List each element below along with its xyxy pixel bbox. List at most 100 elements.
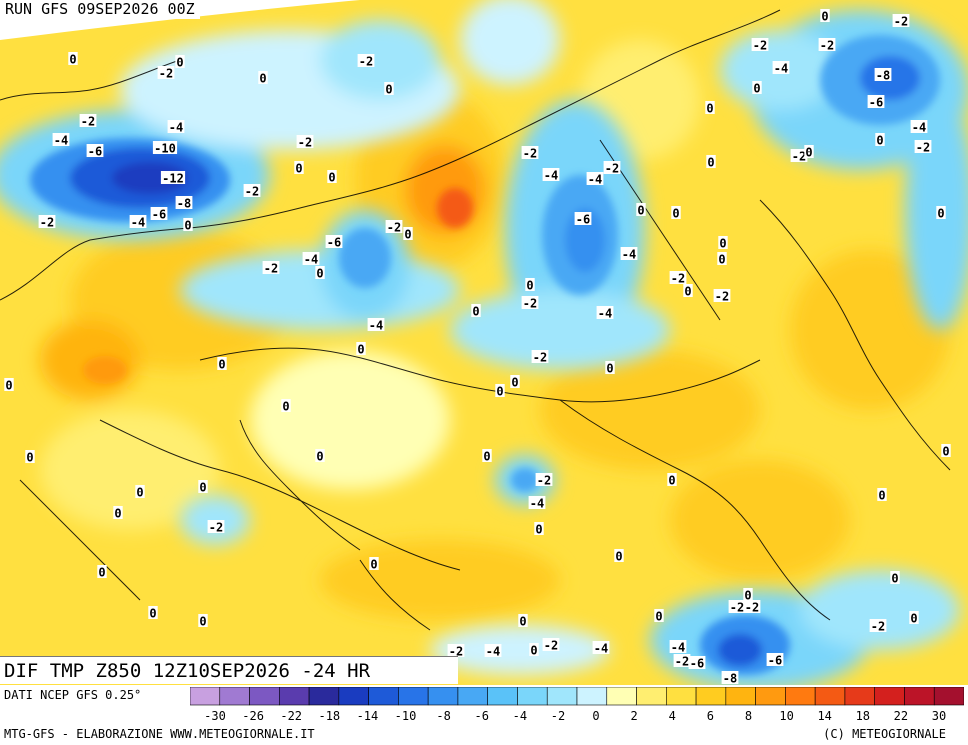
isotherm-label-bg (157, 66, 175, 79)
isotherm-label-bg (534, 522, 544, 535)
isotherm-label-bg (113, 506, 123, 519)
isotherm-label: -2 (298, 136, 312, 150)
isotherm-label: 0 (821, 10, 828, 24)
isotherm-label-bg (385, 220, 403, 233)
isotherm-label-bg (258, 71, 268, 84)
legend-tick-label: 18 (856, 709, 870, 723)
isotherm-label-bg (671, 206, 681, 219)
isotherm-label-bg (743, 588, 753, 601)
legend-color-box (904, 687, 935, 706)
legend-tick-label: -8 (436, 709, 450, 723)
isotherm-label-bg (315, 266, 325, 279)
isotherm-label: -2 (820, 39, 834, 53)
isotherm-label-bg (654, 609, 664, 622)
isotherm-label-bg (129, 215, 147, 228)
isotherm-labels: 0-200-20-2 -4-4-6 -10-12-8-6-4-2 0-2-200-2 0… (4, 9, 951, 686)
isotherm-label-bg (79, 114, 97, 127)
isotherm-label-bg (510, 375, 520, 388)
isotherm-label: 0 (98, 566, 105, 580)
isotherm-label-bg (296, 135, 314, 148)
legend-color-box (725, 687, 756, 706)
legend-color-box (368, 687, 399, 706)
isotherm-label-bg (713, 289, 731, 302)
isotherm-label-bg (535, 473, 553, 486)
isotherm-label: 0 (805, 146, 812, 160)
isotherm-label-bg (636, 203, 646, 216)
legend-color-box (755, 687, 786, 706)
isotherm-label: -6 (576, 213, 590, 227)
isotherm-label: -2 (81, 115, 95, 129)
isotherm-label-bg (542, 638, 560, 651)
isotherm-label: -6 (869, 96, 883, 110)
isotherm-label: 0 (719, 237, 726, 251)
legend-color-box (427, 687, 459, 706)
isotherm-label-bg (592, 641, 610, 654)
legend-tick-label: -14 (357, 709, 379, 723)
isotherm-label-bg (804, 145, 814, 158)
isotherm-label: -2 (605, 162, 619, 176)
isotherm-label: -4 (486, 645, 500, 659)
isotherm-label: -4 (588, 173, 602, 187)
isotherm-label: -2 (671, 272, 685, 286)
isotherm-label: 0 (519, 615, 526, 629)
isotherm-label: 0 (218, 358, 225, 372)
isotherm-label: -2 (40, 216, 54, 230)
isotherm-label: 0 (316, 450, 323, 464)
isotherm-label: -8 (723, 672, 737, 686)
isotherm-label: 0 (316, 267, 323, 281)
isotherm-label: -2 (894, 15, 908, 29)
legend-tick-label: 14 (817, 709, 831, 723)
data-source-label: DATI NCEP GFS 0.25° (4, 688, 142, 702)
isotherm-label: 0 (706, 102, 713, 116)
isotherm-label: -8 (876, 69, 890, 83)
isotherm-label-bg (294, 161, 304, 174)
legend-color-box (398, 687, 429, 706)
isotherm-label-bg (820, 9, 830, 22)
run-title: RUN GFS 09SEP2026 00Z (3, 0, 200, 19)
isotherm-label-bg (367, 318, 385, 331)
legend-color-box (546, 687, 578, 706)
isotherm-label-bg (198, 614, 208, 627)
footer-bar: DATI NCEP GFS 0.25° -30 -26 -22 -18 -14 -10 -8… (0, 685, 968, 745)
isotherm-label-bg (484, 644, 502, 657)
isotherm-label-bg (518, 614, 528, 627)
isotherm-label: -2 (715, 290, 729, 304)
legend-color-box (814, 687, 846, 706)
isotherm-label-bg (207, 520, 225, 533)
isotherm-label: 0 (878, 489, 885, 503)
isotherm-label: 0 (707, 156, 714, 170)
isotherm-label: 0 (282, 400, 289, 414)
isotherm-label: -2 (245, 185, 259, 199)
legend-color-box (487, 687, 518, 706)
isotherm-label: -2 (730, 601, 744, 615)
isotherm-label: 0 (357, 343, 364, 357)
isotherm-label-bg (673, 654, 691, 667)
isotherm-label-bg (175, 55, 185, 68)
isotherm-label: 0 (370, 558, 377, 572)
isotherm-label-bg (148, 606, 158, 619)
isotherm-label-bg (262, 261, 280, 274)
isotherm-label: -2 (159, 67, 173, 81)
isotherm-label: 0 (69, 53, 76, 67)
isotherm-label-bg (743, 600, 761, 613)
isotherm-label-bg (529, 643, 539, 656)
isotherm-label-bg (890, 571, 900, 584)
isotherm-label-bg (521, 296, 539, 309)
isotherm-label-bg (369, 557, 379, 570)
legend-tick-label: 0 (592, 709, 599, 723)
isotherm-label-bg (718, 236, 728, 249)
legend-color-box (636, 687, 667, 706)
processing-credit: MTG-GFS - ELABORAZIONE WWW.METEOGIORNALE… (4, 727, 315, 741)
isotherm-label: -6 (327, 236, 341, 250)
isotherm-label: 0 (942, 445, 949, 459)
legend-color-box (457, 687, 488, 706)
isotherm-label: -2 (449, 645, 463, 659)
isotherm-label-bg (721, 671, 739, 684)
isotherm-label: -2 (359, 55, 373, 69)
isotherm-label: -2 (871, 620, 885, 634)
isotherm-label-bg (38, 215, 56, 228)
legend-color-box (933, 687, 964, 706)
isotherm-label: 0 (655, 610, 662, 624)
isotherm-label: -2 (753, 39, 767, 53)
isotherm-label-bg (25, 450, 35, 463)
